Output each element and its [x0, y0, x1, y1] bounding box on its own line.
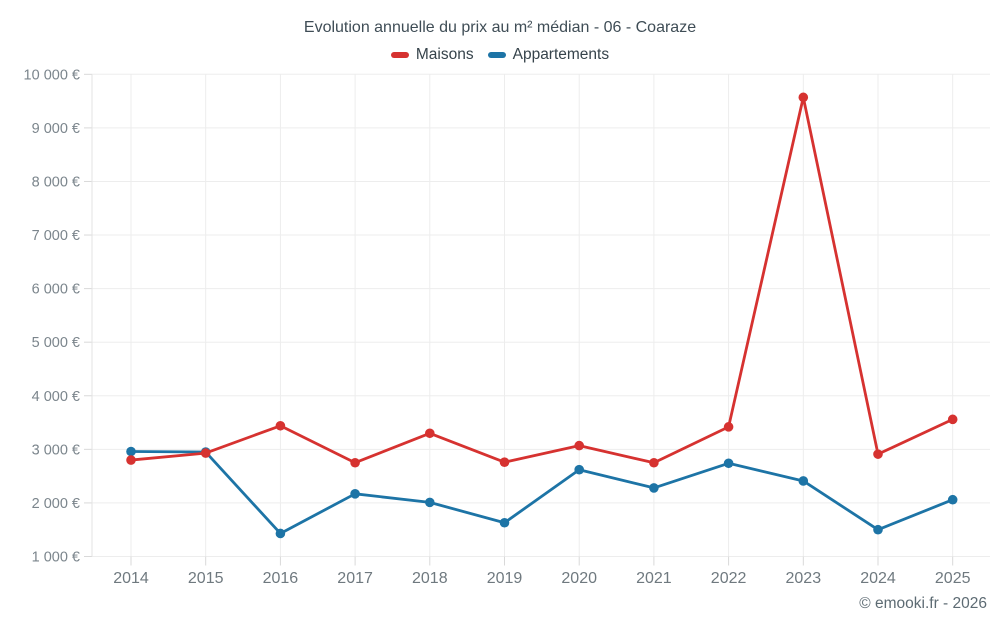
data-point-maisons-2021[interactable] — [649, 457, 659, 468]
x-tick-label: 2022 — [711, 570, 747, 587]
series-line-maisons — [129, 95, 955, 465]
y-tick-label: 5 000 € — [32, 335, 80, 351]
y-tick-label: 7 000 € — [32, 228, 80, 244]
chart-legend: Maisons Appartements — [0, 46, 1000, 64]
data-point-maisons-2023[interactable] — [798, 92, 809, 103]
y-tick-label: 10 000 € — [24, 67, 80, 83]
y-tick-label: 3 000 € — [32, 442, 80, 458]
y-tick-label: 9 000 € — [32, 121, 80, 137]
data-point-appartements-2025[interactable] — [947, 494, 958, 505]
data-point-maisons-2017[interactable] — [350, 457, 360, 468]
legend-swatch-maisons — [390, 52, 409, 58]
x-tick-label: 2024 — [860, 570, 896, 587]
y-tick-label: 6 000 € — [32, 282, 80, 298]
x-tick-label: 2021 — [636, 570, 672, 587]
legend-label-maisons: Maisons — [415, 46, 474, 63]
data-point-maisons-2019[interactable] — [499, 457, 510, 468]
series-line-appartements — [129, 450, 955, 535]
data-point-appartements-2021[interactable] — [649, 483, 659, 493]
data-point-maisons-2016[interactable] — [275, 420, 286, 431]
x-tick-label: 2015 — [188, 570, 224, 587]
data-point-maisons-2018[interactable] — [425, 428, 435, 439]
legend-item-maisons[interactable]: Maisons — [390, 46, 474, 64]
data-point-appartements-2018[interactable] — [425, 497, 435, 508]
x-tick-label: 2014 — [113, 570, 149, 587]
legend-label-appartements: Appartements — [512, 46, 610, 63]
x-tick-label: 2020 — [561, 570, 597, 587]
data-point-appartements-2016[interactable] — [275, 528, 286, 539]
y-tick-label: 8 000 € — [32, 174, 80, 190]
data-point-maisons-2025[interactable] — [947, 414, 958, 425]
legend-item-appartements[interactable]: Appartements — [487, 46, 610, 64]
chart-title: Evolution annuelle du prix au m² médian … — [303, 19, 697, 36]
y-tick-label: 1 000 € — [32, 550, 80, 566]
data-point-appartements-2023[interactable] — [798, 476, 809, 486]
data-point-appartements-2024[interactable] — [873, 524, 883, 535]
data-point-appartements-2014[interactable] — [126, 446, 136, 457]
x-tick-label: 2017 — [337, 570, 373, 587]
footer-credit: © emooki.fr - 2026 — [859, 595, 987, 612]
data-point-maisons-2020[interactable] — [574, 440, 584, 451]
y-tick-label: 4 000 € — [32, 389, 80, 405]
x-tick-label: 2019 — [487, 570, 523, 587]
data-point-appartements-2022[interactable] — [723, 458, 734, 469]
x-tick-label: 2023 — [786, 570, 822, 587]
x-tick-label: 2025 — [935, 570, 971, 587]
data-point-maisons-2014[interactable] — [126, 455, 136, 465]
x-tick-label: 2018 — [412, 570, 448, 587]
data-point-maisons-2015[interactable] — [200, 448, 211, 458]
data-point-maisons-2022[interactable] — [723, 422, 734, 432]
data-point-maisons-2024[interactable] — [873, 449, 883, 459]
legend-swatch-appartements — [487, 52, 506, 58]
data-point-appartements-2019[interactable] — [499, 517, 510, 528]
x-tick-label: 2016 — [263, 570, 299, 587]
data-point-appartements-2017[interactable] — [350, 489, 360, 499]
y-tick-label: 2 000 € — [32, 496, 80, 512]
data-point-appartements-2020[interactable] — [574, 464, 584, 475]
